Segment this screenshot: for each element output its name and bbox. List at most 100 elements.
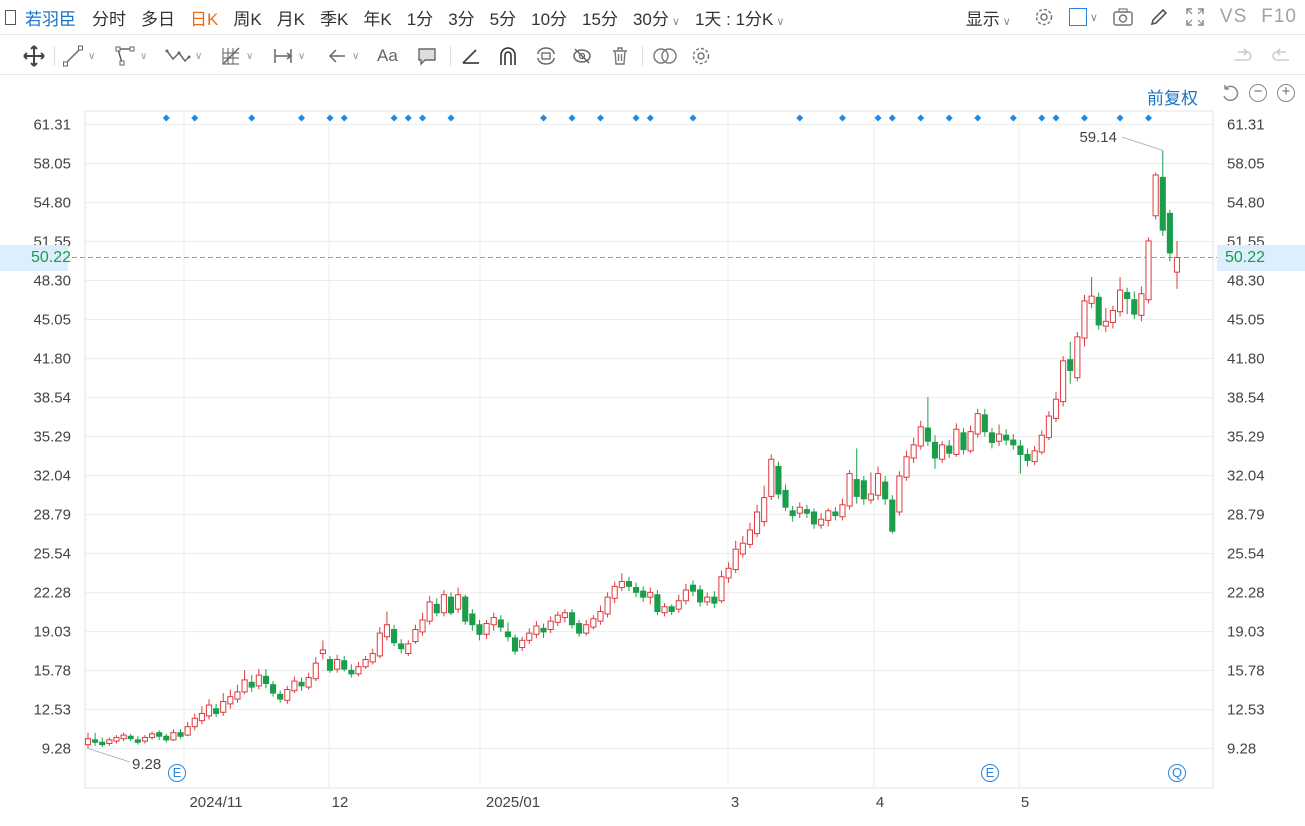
candle <box>725 562 732 583</box>
candle-body <box>120 734 127 740</box>
event-diamond-marker[interactable] <box>689 114 697 122</box>
event-diamond-marker[interactable] <box>974 114 982 122</box>
zoom-in-icon[interactable]: + <box>1277 84 1295 102</box>
candle <box>1010 434 1017 450</box>
fib-tool[interactable]: ∨ <box>220 44 253 68</box>
chevron-down-icon: ∨ <box>1002 15 1011 28</box>
candle-body <box>654 594 661 613</box>
magnet-tool[interactable] <box>497 44 519 68</box>
event-earnings-icon[interactable]: E <box>981 764 999 782</box>
event-diamond-marker[interactable] <box>632 114 640 122</box>
event-diamond-marker[interactable] <box>419 114 427 122</box>
tab-10min[interactable]: 10分 <box>531 9 568 29</box>
candle-body <box>789 510 796 517</box>
tab-5min[interactable]: 5分 <box>489 9 517 29</box>
reset-zoom-icon[interactable] <box>1220 84 1240 104</box>
candle <box>867 472 875 504</box>
tab-3min[interactable]: 3分 <box>448 9 475 29</box>
chart-style-select[interactable]: ∨ <box>1068 8 1098 26</box>
candle-body <box>1159 176 1166 231</box>
move-tool[interactable] <box>22 44 46 68</box>
comment-tool[interactable] <box>416 44 438 68</box>
undo-button[interactable] <box>1232 44 1254 68</box>
event-diamond-marker[interactable] <box>945 114 953 122</box>
y-tick-label: 28.79 <box>1227 507 1265 524</box>
settings-gear-icon[interactable] <box>1033 6 1055 28</box>
drawing-settings-tool[interactable] <box>690 44 712 68</box>
event-diamond-marker[interactable] <box>326 114 334 122</box>
stock-name[interactable]: 若羽臣 <box>25 9 76 29</box>
event-diamond-marker[interactable] <box>404 114 412 122</box>
event-earnings-icon[interactable]: E <box>168 764 186 782</box>
event-diamond-marker[interactable] <box>568 114 576 122</box>
measure-tool[interactable]: ∨ <box>272 44 305 68</box>
event-diamond-marker[interactable] <box>1116 114 1124 122</box>
fullscreen-icon[interactable] <box>1184 6 1206 28</box>
wave-tool[interactable]: ∨ <box>165 44 202 68</box>
price-adjust-toggle[interactable]: 前复权 <box>1147 89 1198 108</box>
tab-15min[interactable]: 15分 <box>582 9 618 29</box>
event-diamond-marker[interactable] <box>1080 114 1088 122</box>
tab-monthly-k[interactable]: 月K <box>276 9 306 29</box>
event-diamond-marker[interactable] <box>596 114 604 122</box>
event-diamond-marker[interactable] <box>888 114 896 122</box>
line-tool[interactable]: ∨ <box>62 44 95 68</box>
tab-yearly-k[interactable]: 年K <box>363 9 392 29</box>
event-diamond-marker[interactable] <box>1052 114 1060 122</box>
event-diamond-marker[interactable] <box>1009 114 1017 122</box>
lock-drawings-tool[interactable] <box>534 44 558 68</box>
candle <box>412 624 419 644</box>
arrow-tool[interactable]: ∨ <box>326 44 359 68</box>
event-diamond-marker[interactable] <box>447 114 455 122</box>
candle-body <box>355 666 362 675</box>
tab-multiday[interactable]: 多日 <box>141 9 175 29</box>
zoom-out-icon[interactable]: − <box>1249 84 1267 102</box>
angle-tool[interactable] <box>460 44 482 68</box>
event-diamond-marker[interactable] <box>1038 114 1046 122</box>
tab-quarterly-k[interactable]: 季K <box>320 9 349 29</box>
event-diamond-marker[interactable] <box>298 114 306 122</box>
event-quarterly-icon[interactable]: Q <box>1168 764 1186 782</box>
event-diamond-marker[interactable] <box>917 114 925 122</box>
candle <box>84 732 92 749</box>
candle <box>803 504 810 518</box>
vs-button[interactable]: VS <box>1219 6 1248 27</box>
candle <box>241 670 248 695</box>
tab-daily-k[interactable]: 日K <box>190 9 219 29</box>
hide-drawings-tool[interactable] <box>571 44 593 68</box>
tab-intraday[interactable]: 分时 <box>92 9 126 29</box>
pencil-icon[interactable] <box>1148 6 1170 28</box>
text-tool[interactable]: Aa <box>377 44 398 68</box>
chevron-down-icon: ∨ <box>195 50 203 62</box>
tab-1min[interactable]: 1分 <box>406 9 434 29</box>
event-diamond-marker[interactable] <box>796 114 804 122</box>
event-diamond-marker[interactable] <box>340 114 348 122</box>
candle-body <box>675 600 682 610</box>
event-diamond-marker[interactable] <box>1145 114 1153 122</box>
channel-tool[interactable]: ∨ <box>114 44 147 68</box>
redo-button[interactable] <box>1270 44 1292 68</box>
tab-weekly-k[interactable]: 周K <box>233 9 262 29</box>
kline-chart[interactable]: 61.3158.0554.8051.5548.3045.0541.8038.54… <box>0 76 1305 826</box>
candle-body <box>697 589 704 603</box>
tab-30min[interactable]: 30分 ∨ <box>633 5 680 30</box>
candle-body <box>205 704 213 717</box>
f10-button[interactable]: F10 <box>1261 6 1297 27</box>
candle <box>1173 240 1181 289</box>
event-diamond-marker[interactable] <box>646 114 654 122</box>
camera-icon[interactable] <box>1112 7 1134 27</box>
candle-body <box>269 684 277 694</box>
compare-tool[interactable] <box>652 44 678 68</box>
event-diamond-marker[interactable] <box>248 114 256 122</box>
event-diamond-marker[interactable] <box>390 114 398 122</box>
x-tick-label: 3 <box>731 794 739 811</box>
event-diamond-marker[interactable] <box>838 114 846 122</box>
event-diamond-marker[interactable] <box>162 114 170 122</box>
display-menu[interactable]: 显示 ∨ <box>966 5 1011 30</box>
event-diamond-marker[interactable] <box>191 114 199 122</box>
interval-select[interactable]: 1天 : 1分K ∨ <box>695 5 784 30</box>
event-diamond-marker[interactable] <box>540 114 548 122</box>
delete-drawings-tool[interactable] <box>609 44 631 68</box>
panel-toggle-icon[interactable] <box>5 9 16 25</box>
event-diamond-marker[interactable] <box>874 114 882 122</box>
